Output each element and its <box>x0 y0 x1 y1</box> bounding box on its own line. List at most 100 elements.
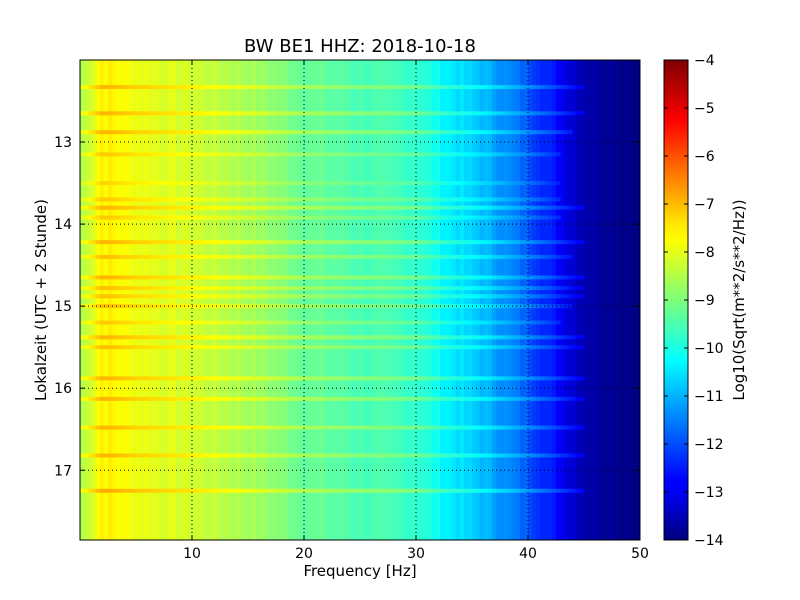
band-segment <box>404 488 409 493</box>
band-segment <box>356 345 361 350</box>
band-segment <box>472 240 477 245</box>
band-segment <box>456 254 461 259</box>
band-segment <box>88 453 93 458</box>
band-segment <box>324 205 329 210</box>
band-segment <box>220 286 225 291</box>
band-segment <box>240 130 245 135</box>
band-segment <box>556 130 561 135</box>
band-segment <box>220 130 225 135</box>
band-segment <box>268 85 273 90</box>
band-segment <box>232 240 237 245</box>
band-segment <box>532 396 537 401</box>
spectrum-column <box>472 60 477 540</box>
band-segment <box>428 294 433 299</box>
band-segment <box>220 425 225 430</box>
band-segment <box>180 275 185 280</box>
band-segment <box>132 335 137 340</box>
band-segment <box>564 275 569 280</box>
spectrum-column <box>588 60 593 540</box>
band-segment <box>440 335 445 340</box>
band-segment <box>580 376 585 381</box>
band-segment <box>504 320 509 325</box>
spectrum-column <box>248 60 253 540</box>
band-segment <box>252 294 257 299</box>
band-segment <box>416 254 421 259</box>
band-segment <box>460 453 465 458</box>
band-segment <box>532 286 537 291</box>
band-segment <box>416 205 421 210</box>
band-segment <box>472 85 477 90</box>
band-segment <box>104 205 109 210</box>
band-segment <box>352 294 357 299</box>
band-segment <box>256 254 261 259</box>
band-segment <box>480 376 485 381</box>
band-segment <box>472 111 477 116</box>
band-segment <box>332 205 337 210</box>
band-segment <box>116 275 121 280</box>
band-segment <box>528 396 533 401</box>
band-segment <box>440 376 445 381</box>
band-segment <box>556 152 561 157</box>
band-segment <box>344 335 349 340</box>
band-segment <box>416 197 421 202</box>
band-segment <box>292 304 297 309</box>
band-segment <box>340 396 345 401</box>
band-segment <box>284 152 289 157</box>
band-segment <box>392 197 397 202</box>
band-segment <box>92 254 97 259</box>
band-segment <box>128 488 133 493</box>
band-segment <box>564 453 569 458</box>
spectrum-column <box>172 60 177 540</box>
band-segment <box>140 215 145 220</box>
band-segment <box>152 275 157 280</box>
band-segment <box>208 453 213 458</box>
band-segment <box>436 130 441 135</box>
band-segment <box>500 345 505 350</box>
band-segment <box>224 215 229 220</box>
spectrum-column <box>520 60 525 540</box>
band-segment <box>80 335 85 340</box>
band-segment <box>208 85 213 90</box>
band-segment <box>212 275 217 280</box>
band-segment <box>320 205 325 210</box>
band-segment <box>248 335 253 340</box>
band-segment <box>80 275 85 280</box>
band-segment <box>412 294 417 299</box>
band-segment <box>224 254 229 259</box>
band-segment <box>280 304 285 309</box>
band-segment <box>124 304 129 309</box>
band-segment <box>164 396 169 401</box>
band-segment <box>376 294 381 299</box>
band-segment <box>100 85 105 90</box>
band-segment <box>512 294 517 299</box>
band-segment <box>572 286 577 291</box>
band-segment <box>376 453 381 458</box>
band-segment <box>304 335 309 340</box>
y-tick-label: 17 <box>54 463 72 479</box>
band-segment <box>464 85 469 90</box>
band-segment <box>564 425 569 430</box>
band-segment <box>96 111 101 116</box>
band-segment <box>384 335 389 340</box>
band-segment <box>292 197 297 202</box>
spectrum-column <box>356 60 361 540</box>
band-segment <box>536 453 541 458</box>
band-segment <box>272 304 277 309</box>
band-segment <box>504 275 509 280</box>
band-segment <box>352 240 357 245</box>
band-segment <box>516 240 521 245</box>
band-segment <box>284 111 289 116</box>
band-segment <box>140 376 145 381</box>
band-segment <box>172 254 177 259</box>
band-segment <box>232 453 237 458</box>
band-segment <box>536 152 541 157</box>
band-segment <box>536 294 541 299</box>
band-segment <box>372 335 377 340</box>
band-segment <box>140 254 145 259</box>
band-segment <box>292 181 297 186</box>
band-segment <box>540 425 545 430</box>
band-segment <box>384 254 389 259</box>
band-segment <box>360 215 365 220</box>
band-segment <box>448 85 453 90</box>
band-segment <box>192 197 197 202</box>
